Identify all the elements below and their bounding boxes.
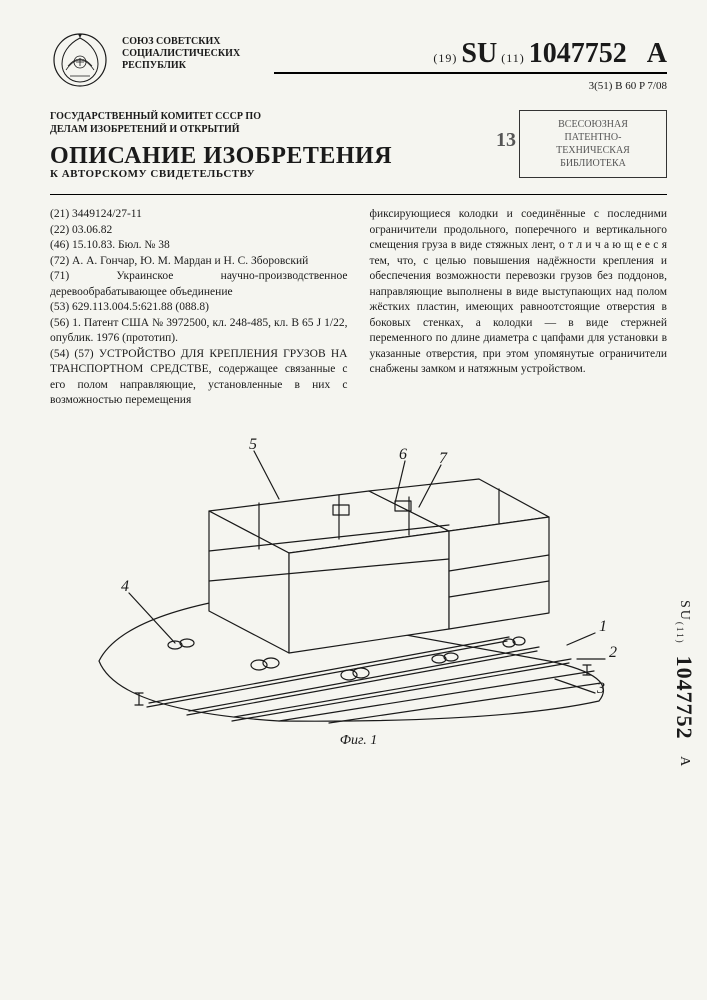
title-sub: К АВТОРСКОМУ СВИДЕТЕЛЬСТВУ — [50, 168, 392, 180]
svg-text:3: 3 — [596, 680, 605, 697]
stamp-line: БИБЛИОТЕКА — [528, 157, 658, 170]
figure-1: 5 6 7 4 1 2 3 Фиг. 1 — [50, 421, 667, 749]
right-column: фиксирующиеся колодки и соединённые с по… — [370, 207, 668, 409]
svg-text:1: 1 — [599, 618, 607, 635]
figure-svg: 5 6 7 4 1 2 3 — [79, 421, 639, 731]
left-column: (21) 3449124/27-11 (22) 03.06.82 (46) 15… — [50, 207, 348, 409]
separator — [50, 194, 667, 195]
svg-text:5: 5 — [249, 436, 257, 453]
doc-number-main: (19) SU (11) 1047752 A — [274, 38, 667, 70]
union-text: СОЮЗ СОВЕТСКИХ СОЦИАЛИСТИЧЕСКИХ РЕСПУБЛИ… — [122, 30, 262, 72]
svg-text:7: 7 — [439, 450, 448, 467]
stamp-line: ВСЕСОЮЗНАЯ — [528, 118, 658, 131]
left-mid: ГОСУДАРСТВЕННЫЙ КОМИТЕТ СССР ПО ДЕЛАМ ИЗ… — [50, 110, 392, 180]
ipc-classification: 3(51) B 60 P 7/08 — [274, 80, 667, 92]
svg-text:4: 4 — [121, 578, 129, 595]
figure-caption: Фиг. 1 — [50, 733, 667, 749]
mid-row: ГОСУДАРСТВЕННЫЙ КОМИТЕТ СССР ПО ДЕЛАМ ИЗ… — [50, 110, 667, 180]
doc-suffix: A — [647, 38, 667, 69]
title-block: ОПИСАНИЕ ИЗОБРЕТЕНИЯ К АВТОРСКОМУ СВИДЕТ… — [50, 144, 392, 180]
committee-text: ГОСУДАРСТВЕННЫЙ КОМИТЕТ СССР ПО ДЕЛАМ ИЗ… — [50, 110, 300, 136]
side-su: SU — [677, 600, 692, 622]
side-suffix: A — [677, 756, 692, 768]
body-columns: (21) 3449124/27-11 (22) 03.06.82 (46) 15… — [50, 207, 667, 409]
state-emblem-icon — [50, 30, 110, 90]
divider — [274, 72, 667, 74]
country-code: (19) — [433, 51, 457, 65]
library-stamp: 13 ВСЕСОЮЗНАЯ ПАТЕНТНО- ТЕХНИЧЕСКАЯ БИБЛ… — [519, 110, 667, 178]
doc-kind: (11) — [501, 51, 525, 65]
right-column-text: фиксирующиеся колодки и соединённые с по… — [370, 207, 668, 378]
stamp-line: ТЕХНИЧЕСКАЯ — [528, 144, 658, 157]
doc-number-block: (19) SU (11) 1047752 A 3(51) B 60 P 7/08 — [274, 30, 667, 92]
side-number: 1047752 — [672, 656, 697, 740]
header-row: СОЮЗ СОВЕТСКИХ СОЦИАЛИСТИЧЕСКИХ РЕСПУБЛИ… — [50, 30, 667, 92]
stamp-line: ПАТЕНТНО- — [528, 131, 658, 144]
svg-text:6: 6 — [399, 446, 407, 463]
title-main: ОПИСАНИЕ ИЗОБРЕТЕНИЯ — [50, 144, 392, 168]
left-column-text: (21) 3449124/27-11 (22) 03.06.82 (46) 15… — [50, 207, 348, 409]
page: СОЮЗ СОВЕТСКИХ СОЦИАЛИСТИЧЕСКИХ РЕСПУБЛИ… — [0, 0, 707, 1000]
side-doc-number: SU(11) 1047752 A — [671, 600, 697, 768]
doc-number: 1047752 — [529, 38, 627, 69]
svg-text:2: 2 — [609, 644, 617, 661]
stamp-number: 13 — [496, 127, 516, 153]
su-code: SU — [461, 38, 497, 69]
